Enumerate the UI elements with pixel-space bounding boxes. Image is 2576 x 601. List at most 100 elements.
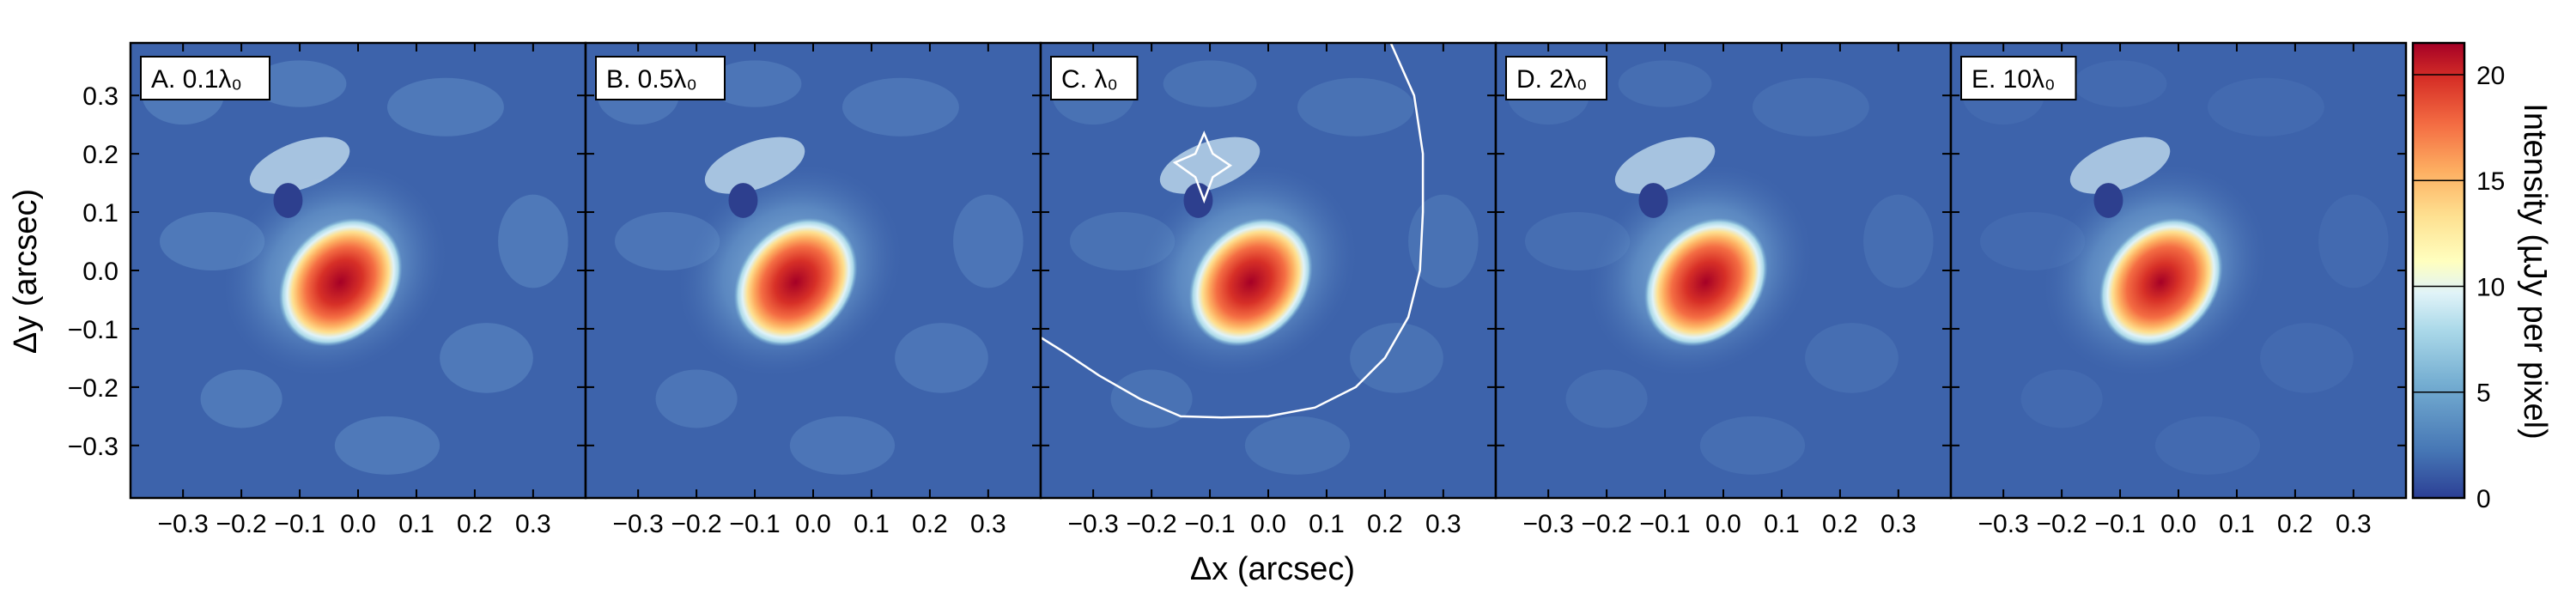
axis-labels: Δx (arcsec) Δy (arcsec) Intensity (µJy p… [8,103,2553,587]
y-axis-label: Δy (arcsec) [8,189,44,354]
x-tick-label: −0.2 [216,510,266,538]
x-tick-label: 0.2 [912,510,948,538]
dark-spot [2093,183,2123,218]
noise-blob [252,60,347,107]
panel-label-box [1050,56,1139,100]
panel-label-box [1505,56,1607,100]
noise-blob [440,323,533,393]
panel-label: E. 10λ₀ [1960,56,2077,100]
y-tick-label: −0.2 [68,374,118,403]
noise-blob [386,77,504,137]
x-tick-label: −0.1 [1639,510,1690,538]
x-axis-label: Δx (arcsec) [1190,551,1355,587]
colorbar-tick-label: 20 [2476,62,2505,90]
arc-feature [1614,137,1716,194]
colorbar-tick-label: 5 [2476,379,2491,408]
noise-blob [2154,416,2261,475]
panel-label-text: C. λ₀ [1061,65,1118,94]
intensity-map [1951,43,2406,498]
noise-blob [708,60,802,107]
panel-label-text: D. 2λ₀ [1516,65,1587,94]
dark-spot [728,183,758,218]
noise-blob [1297,77,1414,137]
source-core [1643,217,1768,347]
panel-label: C. λ₀ [1050,56,1139,100]
x-tick-label: 0.0 [340,510,376,538]
intensity-map [1041,43,1496,498]
noise-blob [1244,416,1351,475]
arc-feature [704,137,805,194]
noise-blob [789,416,896,475]
noise-blob [953,194,1024,288]
x-tick-label: 0.0 [2160,510,2196,538]
y-tick-label: 0.2 [82,141,118,169]
x-tick-label: 0.2 [1822,510,1858,538]
noise-blob [841,77,959,137]
noise-blob [2020,369,2103,428]
noise-blob [1408,194,1479,288]
y-tick-label: 0.1 [82,199,118,228]
panel-e: E. 10λ₀ −0.3 −0.2 −0.1 0.0 0.1 0.2 0.3 [1949,41,2408,538]
x-tick-label: −0.1 [1184,510,1235,538]
x-tick-label: −0.2 [671,510,721,538]
dark-spot [1183,183,1213,218]
noise-blob [1805,323,1899,393]
x-tick-label: −0.3 [1978,510,2029,538]
colorbar-tick-label: 10 [2476,273,2505,301]
noise-blob [1863,194,1934,288]
x-tick-label: −0.3 [613,510,664,538]
colorbar-tick-label: 0 [2476,485,2491,513]
colorbar-tick-label: 15 [2476,167,2505,196]
panel-label-box [1960,56,2077,100]
arc-feature [1159,137,1261,194]
x-tick-label: −0.1 [729,510,780,538]
colorbar-frame [2411,41,2466,500]
x-tick-label: 0.3 [2336,510,2372,538]
panel-label: A. 0.1λ₀ [140,56,270,100]
noise-blob [655,369,738,428]
noise-blob [1565,369,1648,428]
panel-label: D. 2λ₀ [1505,56,1607,100]
source-core [2099,217,2223,347]
panel-a: A. 0.1λ₀−0.3 −0.2 −0.1 0.0 0.1 0.2 0.30.30.20.… [68,41,587,538]
x-tick-label: −0.1 [274,510,325,538]
panel-label-box [595,56,726,100]
y-tick-label: 0.0 [82,258,118,286]
arc-feature [2069,137,2171,194]
panel-c: C. λ₀ −0.3 −0.2 −0.1 0.0 0.1 0.2 0.3 [1039,41,1498,538]
panel-b: B. 0.5λ₀ −0.3 −0.2 −0.1 0.0 0.1 0.2 0.3 [584,41,1042,538]
source-core [1188,217,1313,347]
y-tick-label: −0.1 [68,316,118,344]
noise-blob [895,323,988,393]
x-tick-label: 0.0 [1250,510,1286,538]
noise-blob [1350,323,1443,393]
x-tick-label: 0.1 [398,510,434,538]
x-tick-label: −0.3 [1068,510,1119,538]
x-tick-label: 0.2 [457,510,493,538]
noise-blob [1699,416,1806,475]
arc-feature [249,137,350,194]
x-tick-label: 0.3 [1425,510,1461,538]
noise-blob [1618,60,1712,107]
x-tick-label: 0.3 [515,510,551,538]
panel-label-text: E. 10λ₀ [1971,65,2056,94]
panel-label-box [140,56,270,100]
x-tick-label: 0.1 [2219,510,2255,538]
noise-blob [334,416,440,475]
x-tick-label: −0.2 [1126,510,1176,538]
noise-blob [1752,77,1869,137]
x-tick-label: −0.2 [1581,510,1631,538]
x-tick-label: 0.1 [1764,510,1800,538]
panel-label: B. 0.5λ₀ [595,56,726,100]
x-tick-label: 0.0 [795,510,831,538]
x-tick-label: −0.1 [2094,510,2145,538]
source-core [278,217,403,347]
panel-label-text: B. 0.5λ₀ [606,65,697,94]
noise-blob [1163,60,1257,107]
colorbar-label: Intensity (µJy per pixel) [2517,103,2553,439]
intensity-map [586,43,1041,498]
noise-blob [2207,77,2324,137]
panels: A. 0.1λ₀−0.3 −0.2 −0.1 0.0 0.1 0.2 0.30.30.20.… [68,41,2408,538]
caustic-outer [1041,43,1425,419]
